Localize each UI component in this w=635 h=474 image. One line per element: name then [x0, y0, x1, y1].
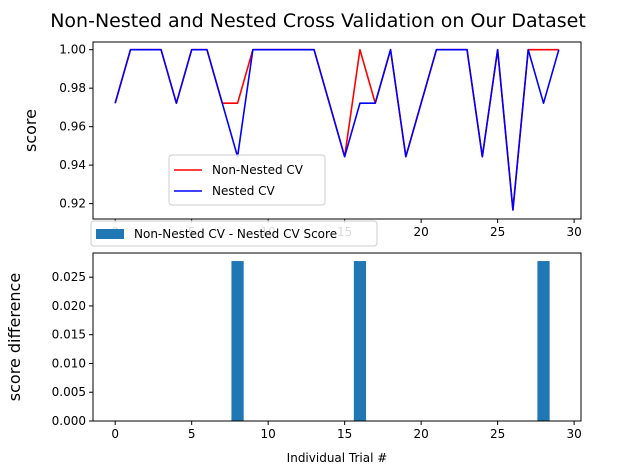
bottom-x-tick-30: 30: [566, 421, 582, 441]
top-x-tick-label: 25: [490, 225, 505, 239]
bottom-y-tick-label: 0.000: [52, 414, 86, 428]
bottom-y-tick-3: 0.015: [52, 328, 93, 342]
top-y-tick-3: 0.98: [59, 81, 93, 95]
top-y-tick-label: 0.92: [59, 197, 86, 211]
bottom-bar-chart: 0 5 10 15 20 25 30 0.0000.0050.0100.0150.0200.…: [5, 252, 582, 465]
bottom-x-tick-label: 5: [188, 427, 196, 441]
top-y-tick-1: 0.94: [59, 158, 93, 172]
legend-label: Non-Nested CV: [212, 163, 304, 177]
top-series-lines: [114, 48, 560, 211]
bottom-y-ticks: 0.000 0.005 0.010 0.015 0.020 0.025: [52, 270, 93, 428]
bottom-x-axis-label: Individual Trial #: [287, 451, 388, 465]
top-legend-item: Non-Nested CV: [174, 163, 304, 177]
top-legend-item: Nested CV: [174, 184, 276, 198]
bottom-y-tick-label: 0.005: [52, 385, 86, 399]
bottom-y-tick-label: 0.015: [52, 328, 86, 342]
top-legend: Non-Nested CV Nested CV: [168, 154, 326, 206]
bar-trial-8: [231, 261, 244, 421]
top-y-ticks: 0.92 0.94 0.96 0.98 1.00: [59, 43, 93, 211]
top-y-tick-label: 0.98: [59, 81, 86, 95]
bottom-x-tick-0: 0: [111, 421, 119, 441]
top-x-tick-label: 20: [413, 225, 428, 239]
bottom-x-tick-10: 10: [261, 421, 276, 441]
legend-swatch: [96, 229, 124, 239]
bottom-x-tick-label: 15: [337, 427, 352, 441]
bottom-x-tick-label: 0: [111, 427, 119, 441]
bottom-legend-box: [90, 220, 378, 247]
top-legend-box: [168, 154, 326, 206]
top-y-axis-label: score: [21, 109, 40, 152]
bottom-y-tick-1: 0.005: [52, 385, 93, 399]
bottom-x-tick-25: 25: [490, 421, 505, 441]
top-y-tick-2: 0.96: [59, 120, 93, 134]
bottom-y-tick-label: 0.010: [52, 356, 86, 370]
top-y-tick-label: 1.00: [59, 43, 86, 57]
top-y-tick-0: 0.92: [59, 197, 93, 211]
bottom-axes-frame: [92, 252, 582, 422]
legend-label: Non-Nested CV - Nested CV Score: [134, 227, 337, 241]
bottom-x-tick-5: 5: [188, 421, 196, 441]
bottom-y-tick-4: 0.020: [52, 299, 93, 313]
bottom-x-tick-label: 25: [490, 427, 505, 441]
top-x-tick-label: 30: [566, 225, 581, 239]
bottom-x-ticks: 0 5 10 15 20 25 30: [111, 421, 582, 441]
bottom-y-tick-label: 0.025: [52, 270, 86, 284]
legend-label: Nested CV: [212, 184, 276, 198]
bottom-bars: [231, 261, 550, 421]
bottom-y-tick-5: 0.025: [52, 270, 93, 284]
bottom-legend: Non-Nested CV - Nested CV Score: [90, 220, 378, 247]
bottom-x-tick-label: 30: [566, 427, 581, 441]
bottom-x-tick-20: 20: [413, 421, 429, 441]
bottom-x-tick-label: 10: [261, 427, 276, 441]
series-line-nested-cv: [114, 48, 560, 211]
bar-trial-16: [353, 261, 367, 421]
bar-trial-28: [537, 261, 550, 421]
bottom-x-tick-15: 15: [337, 421, 352, 441]
top-axes-frame: [92, 41, 582, 220]
figure-title: Non-Nested and Nested Cross Validation o…: [50, 10, 586, 32]
bottom-y-axis-label: score difference: [5, 273, 24, 401]
bottom-x-tick-label: 20: [413, 427, 428, 441]
bottom-y-tick-2: 0.010: [52, 356, 93, 370]
top-x-tick-30: 30: [566, 219, 582, 239]
bottom-y-tick-0: 0.000: [52, 414, 93, 428]
top-x-tick-25: 25: [490, 219, 505, 239]
top-x-tick-20: 20: [413, 219, 429, 239]
bottom-y-tick-label: 0.020: [52, 299, 86, 313]
top-y-tick-label: 0.96: [59, 120, 86, 134]
top-y-tick-label: 0.94: [59, 158, 86, 172]
top-y-tick-4: 1.00: [59, 43, 93, 57]
